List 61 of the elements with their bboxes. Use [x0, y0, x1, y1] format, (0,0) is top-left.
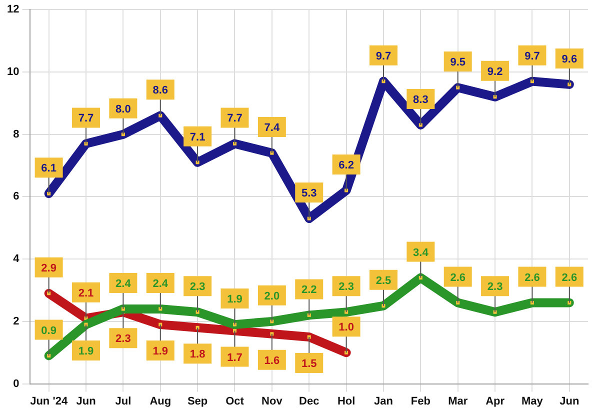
x-tick-label: Mar — [448, 395, 468, 408]
data-label: 2.3 — [338, 281, 354, 294]
y-tick-label: 10 — [6, 66, 20, 78]
x-tick-label: Jan — [374, 395, 394, 408]
x-tick-label: Jul — [115, 395, 132, 408]
data-label: 8.3 — [413, 94, 428, 106]
data-label: 1.6 — [264, 354, 280, 367]
data-label: 0.9 — [41, 324, 56, 337]
data-label: 3.4 — [413, 246, 430, 259]
data-label: 2.6 — [450, 272, 466, 284]
x-tick-label: Feb — [410, 395, 431, 408]
data-label: 8.6 — [152, 84, 168, 97]
data-label: 6.2 — [338, 159, 354, 172]
data-label: 6.1 — [41, 162, 56, 175]
y-tick-label: 0 — [13, 378, 20, 390]
x-tick-label: Dec — [299, 395, 320, 408]
x-tick-label: Nov — [262, 395, 284, 408]
x-tick-label: Jun '24 — [30, 395, 68, 408]
x-tick-label: Aug — [150, 395, 172, 408]
data-label: 2.4 — [152, 278, 169, 290]
y-tick-label: 4 — [13, 253, 20, 266]
data-label: 9.2 — [487, 66, 503, 78]
data-label: 2.6 — [562, 272, 578, 284]
data-label: 9.7 — [524, 50, 540, 62]
y-tick-label: 2 — [13, 315, 20, 328]
data-label: 2.6 — [524, 272, 540, 284]
x-tick-label: Jun — [76, 395, 96, 408]
data-label: 7.1 — [190, 131, 206, 144]
data-label: 1.9 — [227, 294, 242, 306]
data-label: 5.3 — [301, 188, 317, 200]
x-tick-label: May — [522, 395, 544, 408]
data-label: 1.9 — [78, 346, 94, 358]
data-label: 1.5 — [301, 358, 317, 370]
y-tick-label: 12 — [6, 4, 20, 16]
data-label: 7.4 — [264, 122, 280, 134]
data-label: 9.5 — [450, 56, 466, 69]
data-label: 2.4 — [116, 278, 132, 290]
data-label: 9.6 — [562, 53, 578, 66]
data-label: 7.7 — [78, 112, 94, 125]
data-label: 2.3 — [116, 333, 131, 346]
data-label: 1.8 — [190, 348, 206, 361]
x-tick-label: Oct — [226, 395, 244, 408]
data-label: 2.0 — [264, 290, 280, 302]
x-tick-label: Sep — [187, 395, 208, 408]
y-tick-label: 8 — [13, 128, 20, 140]
data-label: 1.0 — [338, 322, 354, 334]
data-label: 2.3 — [190, 281, 206, 294]
data-label: 9.7 — [376, 50, 392, 62]
data-label: 2.1 — [78, 287, 94, 300]
data-label: 2.5 — [376, 274, 392, 287]
data-label: 7.7 — [227, 112, 242, 125]
data-label: 2.3 — [487, 281, 503, 294]
data-label: 8.0 — [116, 103, 131, 116]
data-label: 2.9 — [41, 262, 56, 274]
x-tick-label: Apr — [486, 395, 506, 408]
data-label: 2.2 — [301, 284, 317, 296]
x-tick-label: Hol — [337, 395, 356, 408]
y-tick-label: 6 — [13, 190, 20, 203]
x-tick-label: Jun — [560, 395, 580, 408]
data-label: 1.7 — [227, 352, 242, 364]
data-label: 1.9 — [152, 346, 168, 358]
